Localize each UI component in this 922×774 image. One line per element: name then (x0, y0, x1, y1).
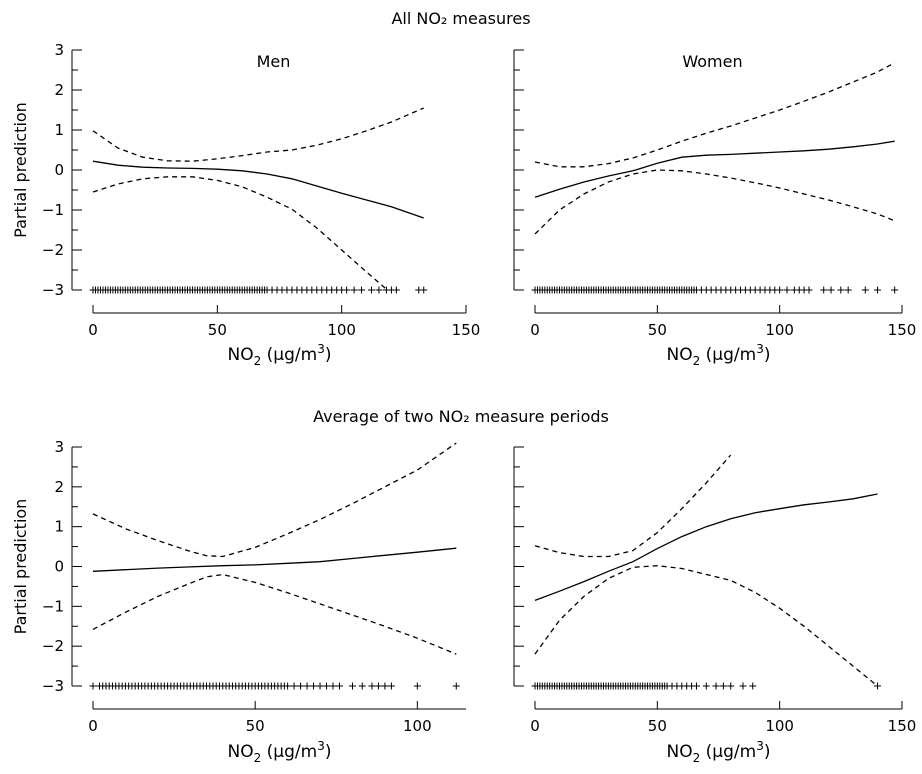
figure-title-bottom: Average of two NO₂ measure periods (313, 407, 609, 426)
rug-mark (310, 683, 317, 690)
rug-mark (368, 287, 375, 294)
rug-mark (703, 683, 710, 690)
rug-mark (368, 683, 375, 690)
x-axis-label: NO2 (µg/m3) (667, 739, 771, 765)
confidence-band-line (535, 566, 878, 686)
figure-title-top: All NO₂ measures (391, 9, 530, 28)
panel-3: −3 −2 −1 0 1 2 3 0 50 100 NO2 (µg/m3) Partial predi… (11, 438, 466, 765)
y-tick-label: 0 (54, 558, 64, 576)
rug-mark (388, 683, 395, 690)
rug-mark (336, 683, 343, 690)
y-axis-label: Partial prediction (11, 499, 30, 635)
rug-mark (359, 683, 366, 690)
y-tick-label: 1 (54, 121, 64, 139)
rug-mark (776, 287, 783, 294)
confidence-band-line (535, 63, 895, 167)
rug-mark (693, 683, 700, 690)
rug-mark (297, 683, 304, 690)
x-tick-label: 0 (88, 321, 98, 339)
confidence-band-line (93, 575, 456, 655)
y-tick-label: −3 (42, 281, 64, 299)
x-axis-label: NO2 (µg/m3) (228, 739, 332, 765)
rug-mark (862, 287, 869, 294)
rug-mark (330, 683, 337, 690)
x-tick-label: 0 (88, 717, 98, 735)
x-tick-label: 100 (403, 717, 432, 735)
rug-mark (874, 287, 881, 294)
y-tick-label: −2 (42, 241, 64, 259)
rug-mark (837, 287, 844, 294)
confidence-band-line (535, 170, 895, 234)
x-axis-label: NO2 (µg/m3) (667, 342, 771, 368)
fitted-line (535, 494, 878, 600)
rug-mark (343, 287, 350, 294)
rug-mark (90, 683, 97, 690)
x-tick-label: 150 (888, 717, 917, 735)
panel-4: 0 50 100 150 NO2 (µg/m3) (514, 447, 916, 765)
rug-mark (749, 683, 756, 690)
rug-mark (284, 683, 291, 690)
rug-mark (845, 287, 852, 294)
x-tick-label: 150 (888, 321, 917, 339)
x-tick-label: 0 (530, 321, 540, 339)
rug-mark (713, 683, 720, 690)
rug-mark (820, 287, 827, 294)
rug-mark (351, 287, 358, 294)
fitted-line (93, 548, 456, 571)
confidence-band-line (93, 443, 456, 557)
y-axis-label: Partial prediction (11, 102, 30, 238)
y-tick-label: 2 (54, 81, 64, 99)
rug-mark (393, 287, 400, 294)
rug-mark (323, 683, 330, 690)
rug-mark (828, 287, 835, 294)
y-tick-label: 0 (54, 161, 64, 179)
rug-mark (720, 683, 727, 690)
y-tick-label: −1 (42, 597, 64, 615)
rug-mark (453, 683, 460, 690)
rug-mark (420, 287, 427, 294)
panel-title: Men (257, 52, 291, 71)
x-tick-label: 50 (648, 717, 667, 735)
x-tick-label: 150 (452, 321, 481, 339)
y-tick-label: 3 (54, 438, 64, 456)
rug-mark (375, 287, 382, 294)
rug-mark (304, 683, 311, 690)
confidence-band-line (93, 108, 424, 161)
rug-mark (806, 287, 813, 294)
rug-mark (358, 287, 365, 294)
rug-mark (291, 683, 298, 690)
x-tick-label: 50 (648, 321, 667, 339)
x-axis-label: NO2 (µg/m3) (228, 342, 332, 368)
panel-title: Women (682, 52, 742, 71)
x-tick-label: 0 (530, 717, 540, 735)
rug-mark (317, 683, 324, 690)
x-tick-label: 100 (765, 321, 794, 339)
fitted-line (535, 141, 895, 197)
confidence-band-line (535, 455, 731, 557)
rug-mark (739, 683, 746, 690)
x-tick-label: 50 (246, 717, 265, 735)
rug-mark (414, 683, 421, 690)
y-tick-label: 2 (54, 478, 64, 496)
rug-mark (349, 683, 356, 690)
rug-mark (784, 287, 791, 294)
y-tick-label: 3 (54, 41, 64, 59)
rug-mark (727, 683, 734, 690)
x-tick-label: 100 (765, 717, 794, 735)
y-tick-label: −3 (42, 677, 64, 695)
x-tick-label: 100 (327, 321, 356, 339)
x-tick-label: 50 (208, 321, 227, 339)
y-tick-label: 1 (54, 518, 64, 536)
rug-mark (375, 683, 382, 690)
fitted-line (93, 161, 424, 218)
y-tick-label: −1 (42, 201, 64, 219)
panel-2: 0 50 100 150 NO2 (µg/m3) Women (514, 50, 916, 368)
panel-1: −3 −2 −1 0 1 2 3 0 50 100 150 NO2 (µg/m3) Partial pr… (11, 41, 480, 368)
y-tick-label: −2 (42, 637, 64, 655)
rug-mark (874, 683, 881, 690)
rug-mark (891, 287, 898, 294)
rug-mark (381, 683, 388, 690)
